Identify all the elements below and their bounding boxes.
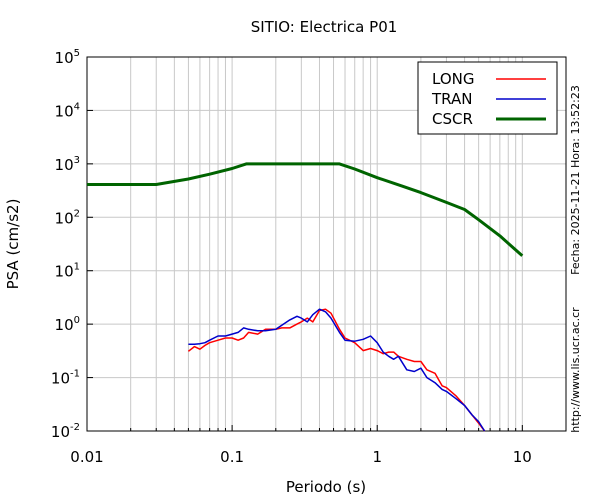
y-tick-label: 104 (55, 101, 80, 120)
y-tick-label: 103 (55, 155, 80, 174)
y-tick-label: 102 (55, 208, 80, 227)
y-tick-label: 10-2 (51, 422, 80, 441)
y-tick-label: 101 (55, 262, 80, 281)
x-tick-label: 10 (513, 448, 532, 466)
y-tick-labels: 10-2 10-1 100 101 102 103 104 105 (51, 48, 80, 441)
x-axis-label: Periodo (s) (286, 478, 366, 496)
legend: LONG TRAN CSCR (417, 61, 558, 135)
series-line-cscr (87, 162, 524, 257)
x-tick-label: 0.01 (70, 448, 103, 466)
series-line-tran (188, 308, 486, 432)
plot-frame (86, 56, 567, 432)
legend-label-long: LONG (432, 70, 474, 88)
legend-label-tran: TRAN (431, 90, 472, 108)
website-url: http://www.lis.ucr.ac.cr (569, 307, 582, 433)
legend-label-cscr: CSCR (432, 110, 473, 128)
series-line-long (187, 308, 486, 432)
grid-lines (86, 56, 567, 432)
axis-ticks (86, 56, 567, 432)
x-tick-labels: 0.01 0.1 1 10 (70, 448, 532, 466)
date-stamp: Fecha: 2025-11-21 Hora: 13:52:23 (569, 85, 582, 275)
y-tick-label: 100 (55, 315, 80, 334)
y-tick-label: 10-1 (51, 369, 80, 388)
chart-title: SITIO: Electrica P01 (251, 18, 398, 36)
y-axis-label: PSA (cm/s2) (4, 199, 22, 290)
legend-box (417, 61, 558, 135)
x-tick-label: 0.1 (220, 448, 244, 466)
x-tick-label: 1 (372, 448, 382, 466)
series-lines (87, 162, 524, 432)
y-tick-label: 105 (55, 48, 80, 67)
